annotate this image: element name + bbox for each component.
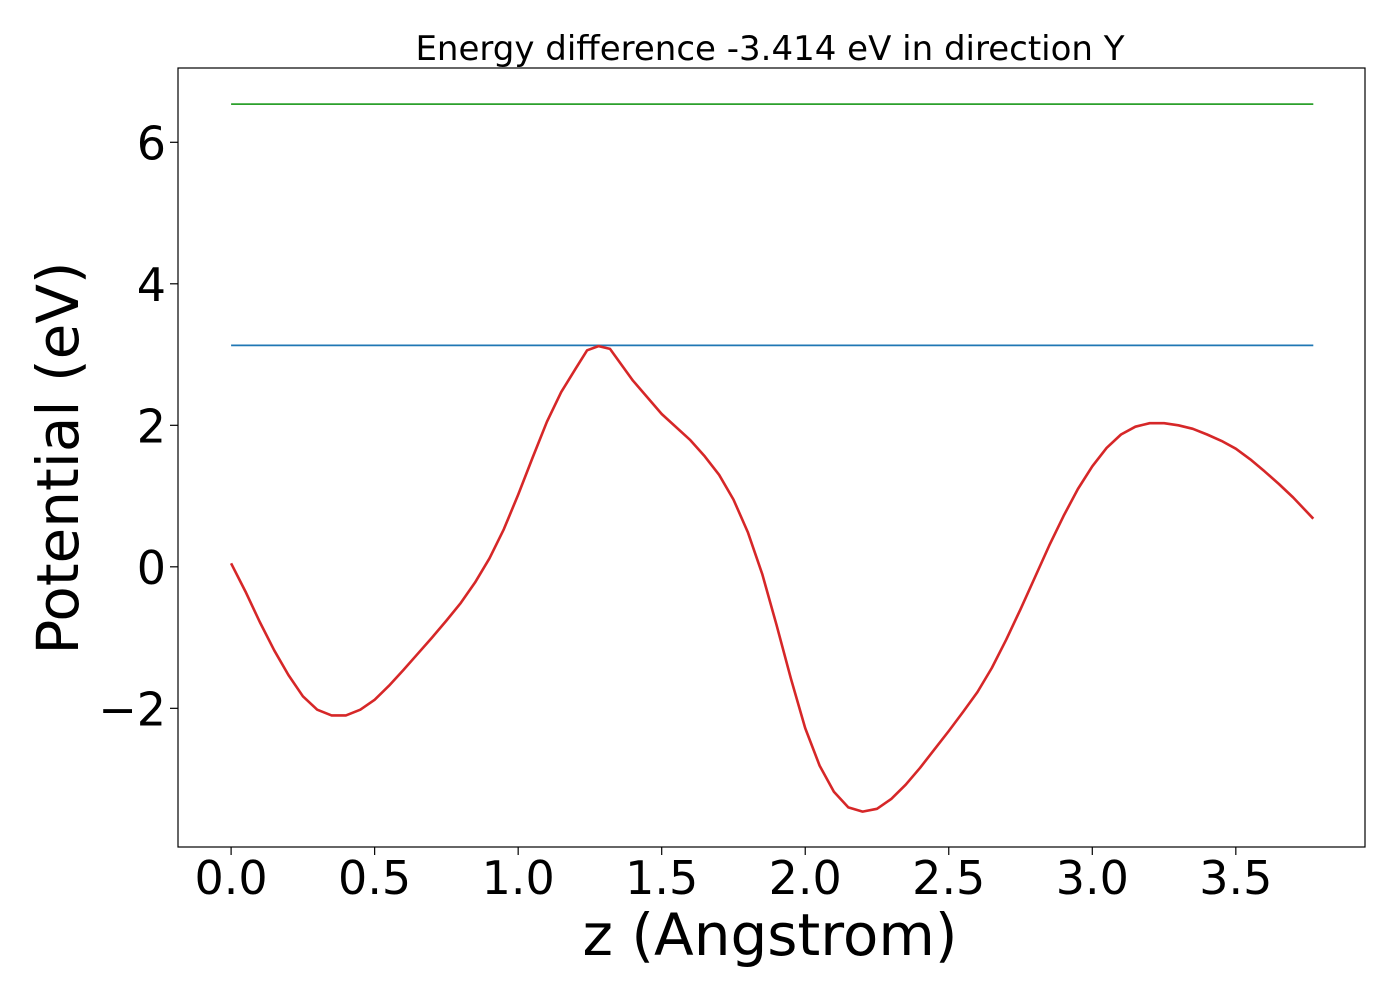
x-tick-label: 1.0 (482, 851, 555, 905)
series-layer (229, 103, 1315, 813)
x-tick-label: 3.5 (1199, 851, 1272, 905)
x-tick-label: 3.0 (1056, 851, 1129, 905)
chart-title: Energy difference -3.414 eV in direction… (415, 29, 1124, 69)
x-axis-label: z (Angstrom) (583, 901, 958, 969)
x-axis: 0.0 0.5 1.0 1.5 2.0 2.5 3.0 3.5 (195, 847, 1272, 905)
y-tick-label: 0 (137, 541, 166, 595)
x-tick-label: 2.5 (912, 851, 985, 905)
y-axis: −2 0 2 4 6 (98, 116, 178, 736)
y-axis-label: Potential (eV) (24, 261, 92, 654)
y-tick-label: 2 (137, 399, 166, 453)
plot-frame (177, 67, 1366, 848)
x-tick-label: 0.5 (338, 851, 411, 905)
x-tick-label: 2.0 (769, 851, 842, 905)
x-tick-label: 0.0 (195, 851, 268, 905)
series-line-3 (229, 344, 1315, 813)
y-tick-label: 6 (137, 116, 166, 170)
y-tick-label: 4 (137, 258, 166, 312)
y-tick-label: −2 (98, 682, 166, 736)
x-tick-label: 1.5 (625, 851, 698, 905)
